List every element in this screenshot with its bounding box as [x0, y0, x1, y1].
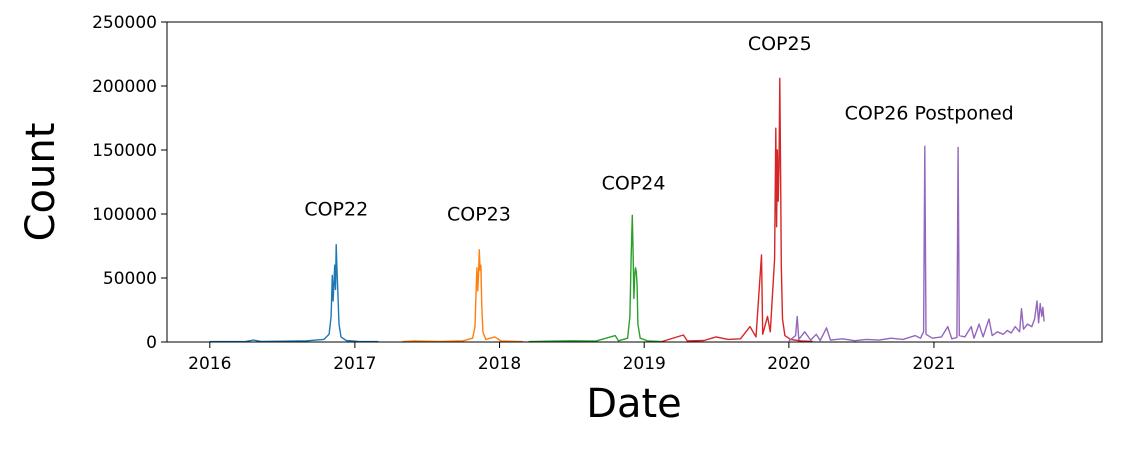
annotation-label: COP23: [447, 203, 511, 225]
x-axis-title: Date: [586, 381, 682, 427]
y-tick-label: 100000: [92, 205, 157, 225]
y-tick-label: 0: [146, 333, 157, 353]
x-tick-label: 2020: [767, 354, 810, 374]
annotation-label: COP25: [748, 33, 812, 55]
series-line-3: [528, 214, 663, 343]
x-tick-label: 2016: [188, 354, 231, 374]
series-layer: [209, 77, 1045, 343]
axes-layer: 0 50000 100000 150000 200000 250000 2016 2017 20…: [92, 13, 1103, 374]
x-tick-label: 2019: [623, 354, 666, 374]
y-tick-label: 200000: [92, 77, 157, 97]
y-axis-title: Count: [18, 123, 64, 242]
x-tick-label: 2021: [912, 354, 955, 374]
x-tick-label: 2017: [333, 354, 376, 374]
annotation-layer: COP22 COP23 COP24 COP25 COP26 Postponed: [304, 33, 1013, 225]
y-tick-label: 50000: [103, 269, 157, 289]
series-line-5: [788, 145, 1045, 342]
annotation-label: COP26 Postponed: [845, 102, 1014, 124]
annotation-label: COP24: [602, 173, 666, 195]
y-tick-label: 250000: [92, 13, 157, 33]
plot-frame: [166, 21, 1103, 343]
series-line-1: [209, 244, 379, 343]
series-line-2: [402, 249, 523, 343]
annotation-label: COP22: [304, 198, 368, 220]
y-tick-label: 150000: [92, 141, 157, 161]
series-line-4: [661, 77, 813, 343]
x-tick-label: 2018: [478, 354, 521, 374]
